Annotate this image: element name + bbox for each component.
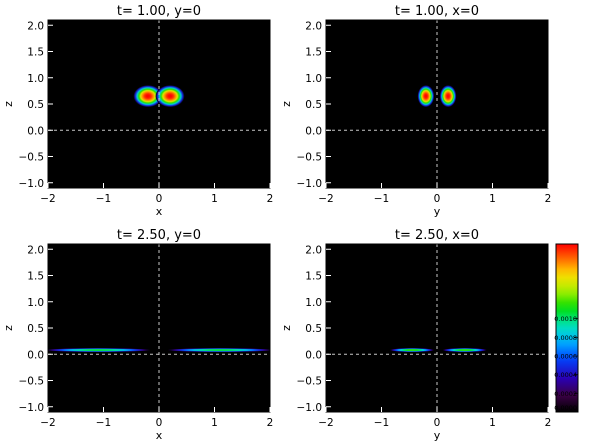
x-tick-label: 0 bbox=[434, 417, 441, 429]
x-axis-label: y bbox=[434, 429, 441, 442]
panel-3: −2 −1 0 1 2 −1.0 −0.5 0.0 0.5 1.0 1.5 2.0 t= 2.50, y… bbox=[2, 228, 273, 442]
y-tick-label: −1.0 bbox=[19, 402, 45, 414]
intensity-blob bbox=[48, 348, 151, 353]
x-axis-label: y bbox=[434, 205, 441, 218]
x-tick-label: 2 bbox=[267, 193, 274, 205]
y-tick-label: 0.5 bbox=[27, 99, 44, 111]
y-tick-label: 0.5 bbox=[27, 323, 44, 335]
y-tick-label: −0.5 bbox=[297, 152, 323, 164]
y-tick-label: 0.5 bbox=[305, 99, 322, 111]
y-tick-label: 2.0 bbox=[27, 244, 44, 256]
heatmap-field bbox=[389, 348, 487, 353]
x-tick-label: −1 bbox=[374, 417, 389, 429]
y-tick-label: 2.0 bbox=[27, 20, 44, 32]
y-tick-label: 1.5 bbox=[27, 47, 44, 59]
intensity-blob bbox=[133, 85, 163, 108]
heatmap-field bbox=[417, 85, 457, 108]
panel-1: −2 −1 0 1 2 −1.0 −0.5 0.0 0.5 1.0 1.5 2.0 t= 1.00, y… bbox=[2, 4, 273, 218]
colorbar-tick-label: 0.0008 bbox=[554, 334, 577, 342]
intensity-blob bbox=[417, 85, 435, 108]
y-axis-label: z bbox=[280, 101, 293, 107]
panel-2: −2 −1 0 1 2 −1.0 −0.5 0.0 0.5 1.0 1.5 2.0 t= 1.00, x… bbox=[280, 4, 551, 218]
y-tick-label: 0.0 bbox=[27, 125, 44, 137]
panel-title: t= 1.00, y=0 bbox=[117, 4, 201, 19]
y-tick-label: −1.0 bbox=[297, 178, 323, 190]
colorbar-tick-label: 0.0006 bbox=[554, 353, 577, 361]
x-axis-label: x bbox=[156, 205, 163, 218]
x-tick-label: −2 bbox=[40, 193, 55, 205]
y-tick-label: 1.0 bbox=[27, 73, 44, 85]
x-tick-label: 0 bbox=[156, 193, 163, 205]
colorbar-tick-label: 0.0004 bbox=[554, 371, 577, 379]
colorbar-tick-label: 0.0000 bbox=[554, 404, 577, 412]
intensity-blob bbox=[155, 85, 185, 108]
intensity-blob bbox=[167, 348, 270, 353]
x-tick-label: −1 bbox=[96, 193, 111, 205]
x-tick-label: −1 bbox=[374, 193, 389, 205]
colorbar-tick-label: 0.0010 bbox=[554, 315, 577, 323]
x-tick-label: 1 bbox=[489, 417, 496, 429]
x-tick-label: −2 bbox=[318, 193, 333, 205]
x-tick-label: −2 bbox=[318, 417, 333, 429]
y-axis-label: z bbox=[2, 325, 15, 331]
y-tick-label: 1.0 bbox=[305, 297, 322, 309]
x-tick-label: 1 bbox=[211, 193, 218, 205]
y-tick-label: 2.0 bbox=[305, 20, 322, 32]
y-tick-label: 0.0 bbox=[305, 349, 322, 361]
x-tick-label: 1 bbox=[211, 417, 218, 429]
intensity-blob bbox=[439, 85, 457, 108]
y-tick-label: 0.5 bbox=[305, 323, 322, 335]
y-tick-label: 1.5 bbox=[27, 271, 44, 283]
heatmap-field bbox=[133, 85, 185, 108]
y-tick-label: 2.0 bbox=[305, 244, 322, 256]
x-tick-label: 0 bbox=[434, 193, 441, 205]
y-tick-label: −0.5 bbox=[19, 376, 45, 388]
x-tick-label: 0 bbox=[156, 417, 163, 429]
heatmap-field bbox=[48, 348, 270, 353]
y-axis-label: z bbox=[2, 101, 15, 107]
intensity-blob bbox=[442, 348, 487, 353]
intensity-blob bbox=[389, 348, 435, 353]
x-tick-label: 2 bbox=[545, 417, 552, 429]
x-tick-label: 1 bbox=[489, 193, 496, 205]
panel-title: t= 1.00, x=0 bbox=[395, 4, 479, 19]
x-tick-label: −2 bbox=[40, 417, 55, 429]
y-tick-label: −1.0 bbox=[297, 402, 323, 414]
y-tick-label: −0.5 bbox=[19, 152, 45, 164]
panel-4: −2 −1 0 1 2 −1.0 −0.5 0.0 0.5 1.0 1.5 2.0 t= 2.50, x… bbox=[280, 228, 551, 442]
y-tick-label: 0.0 bbox=[305, 125, 322, 137]
x-axis-label: x bbox=[156, 429, 163, 442]
y-tick-label: 1.0 bbox=[305, 73, 322, 85]
y-tick-label: 1.5 bbox=[305, 271, 322, 283]
colorbar-tick-label: 0.0002 bbox=[554, 390, 577, 398]
x-tick-label: −1 bbox=[96, 417, 111, 429]
y-tick-label: 1.5 bbox=[305, 47, 322, 59]
y-tick-label: 0.0 bbox=[27, 349, 44, 361]
y-tick-label: −0.5 bbox=[297, 376, 323, 388]
x-tick-label: 2 bbox=[545, 193, 552, 205]
panel-title: t= 2.50, y=0 bbox=[117, 228, 201, 243]
colorbar: 0.0000 0.0002 0.0004 0.0006 0.0008 0.0010 bbox=[554, 243, 579, 413]
y-tick-label: 1.0 bbox=[27, 297, 44, 309]
panel-title: t= 2.50, x=0 bbox=[395, 228, 479, 243]
x-tick-label: 2 bbox=[267, 417, 274, 429]
y-tick-label: −1.0 bbox=[19, 178, 45, 190]
y-axis-label: z bbox=[280, 325, 293, 331]
colorbar-scale bbox=[555, 243, 579, 413]
